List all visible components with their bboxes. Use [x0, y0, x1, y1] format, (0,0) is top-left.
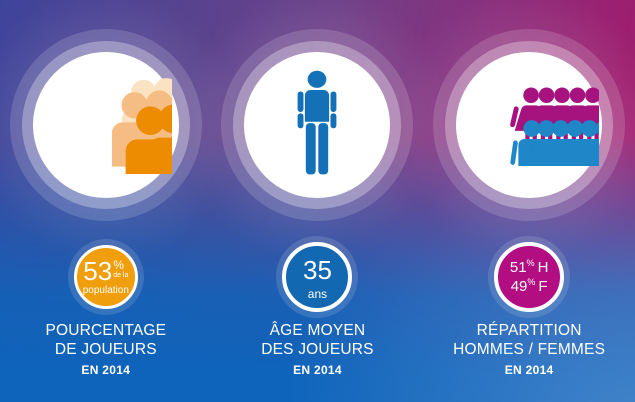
women-share-unit: %	[527, 277, 536, 287]
percentage-value-row: 53 % de la	[83, 258, 128, 284]
crowd-circle	[32, 52, 179, 198]
percentage-badge: 53 % de la population	[73, 245, 138, 309]
crowd-icon	[40, 77, 172, 174]
percentage-value: 53	[83, 256, 113, 286]
women-share-letter: F	[538, 278, 548, 295]
percentage-detail-top: de la	[113, 272, 129, 279]
gender-label-line2: HOMMES / FEMMES	[453, 340, 606, 358]
column-percentage-joueurs: 53 % de la population POURCENTAGE DE JOU…	[0, 0, 212, 402]
column-age-moyen: 35 ans ÂGE MOYEN DES JOUEURS EN 2014	[212, 0, 424, 402]
standing-man-icon	[298, 70, 337, 175]
age-unit: ans	[307, 286, 328, 301]
gender-label-year: EN 2014	[504, 363, 554, 377]
man-circle	[244, 52, 391, 198]
age-label-line1: ÂGE MOYEN	[269, 322, 366, 339]
men-share: 51% H	[510, 258, 549, 278]
column-repartition: 51% H 49% F RÉPARTITION HOMMES / FEMMES EN…	[423, 0, 635, 402]
women-share: 49% F	[511, 277, 548, 297]
men-share-value: 51	[509, 258, 527, 276]
percentage-unit: %	[113, 258, 124, 272]
percentage-badge-slot: 53 % de la population	[73, 242, 138, 312]
gender-badge-slot: 51% H 49% F	[494, 242, 565, 312]
men-share-unit: %	[526, 257, 535, 268]
age-label-line2: DES JOUEURS	[261, 340, 374, 358]
age-value: 35	[303, 254, 332, 285]
women-share-value: 49	[510, 278, 528, 295]
percentage-labels: POURCENTAGE DE JOUEURS EN 2014	[45, 322, 166, 377]
gender-badge: 51% H 49% F	[494, 242, 565, 312]
age-badge-slot: 35 ans	[282, 242, 353, 312]
gender-label-line1: RÉPARTITION	[476, 322, 582, 339]
gender-circle	[456, 52, 603, 198]
percentage-detail-bottom: population	[82, 285, 129, 296]
percentage-label-line2: DE JOUEURS	[54, 340, 157, 358]
men-share-letter: H	[537, 258, 549, 276]
percentage-label-line1: POURCENTAGE	[45, 322, 167, 339]
gender-labels: RÉPARTITION HOMMES / FEMMES EN 2014	[453, 322, 605, 377]
age-label-year: EN 2014	[293, 363, 342, 377]
age-badge: 35 ans	[282, 242, 353, 312]
women-men-pictogram-icon	[459, 84, 599, 166]
age-labels: ÂGE MOYEN DES JOUEURS EN 2014	[261, 322, 373, 377]
percentage-label-year: EN 2014	[81, 363, 131, 377]
